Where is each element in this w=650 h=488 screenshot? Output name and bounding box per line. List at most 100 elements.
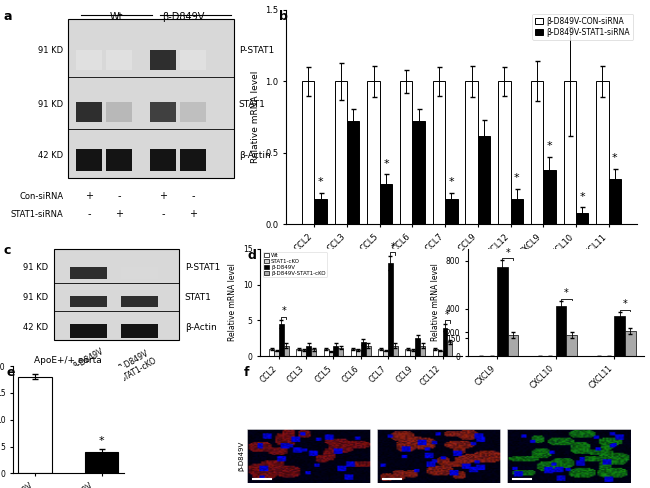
Bar <box>339 347 343 356</box>
Bar <box>564 81 576 224</box>
Text: d: d <box>247 249 256 262</box>
Text: *: * <box>514 173 519 183</box>
Bar <box>70 324 107 338</box>
Bar <box>180 149 206 171</box>
Bar <box>76 102 102 122</box>
Text: c: c <box>3 244 10 257</box>
Bar <box>413 122 425 224</box>
Text: f: f <box>244 366 249 379</box>
Text: *: * <box>448 177 454 187</box>
Text: *: * <box>383 159 389 169</box>
Bar <box>324 349 329 356</box>
Bar <box>121 296 157 307</box>
Text: STAT1: STAT1 <box>185 293 212 303</box>
Text: P-STAT1: P-STAT1 <box>239 46 274 55</box>
Bar <box>106 149 132 171</box>
Text: *: * <box>623 299 627 309</box>
Y-axis label: Relative mRNA level: Relative mRNA level <box>228 264 237 342</box>
Text: β-Actin: β-Actin <box>185 323 216 332</box>
Bar <box>433 349 437 356</box>
Bar <box>443 327 447 356</box>
Text: *: * <box>547 142 552 151</box>
Bar <box>420 346 425 356</box>
Text: *: * <box>564 288 569 298</box>
Bar <box>302 81 315 224</box>
Text: -: - <box>88 209 91 219</box>
Bar <box>85 452 118 473</box>
Bar <box>329 351 333 356</box>
Bar <box>361 342 366 356</box>
Bar <box>406 349 410 356</box>
Title: ApoE+/+ aorta: ApoE+/+ aorta <box>34 356 102 365</box>
Bar <box>70 267 107 279</box>
Text: P-STAT1: P-STAT1 <box>185 263 220 272</box>
Text: *: * <box>318 177 324 187</box>
Bar <box>311 349 316 356</box>
Bar <box>306 346 311 356</box>
Text: *: * <box>579 192 585 202</box>
Text: 91 KD: 91 KD <box>23 263 48 272</box>
Bar <box>556 306 566 356</box>
Bar <box>393 346 398 356</box>
Text: β-D849V: β-D849V <box>162 12 204 22</box>
Text: *: * <box>391 242 395 252</box>
Bar <box>180 50 206 70</box>
Text: *: * <box>281 306 286 316</box>
Text: 42 KD: 42 KD <box>38 151 63 160</box>
Y-axis label: Relative mRNA level: Relative mRNA level <box>251 71 260 163</box>
Bar <box>625 331 636 356</box>
Text: STAT1-siRNA: STAT1-siRNA <box>10 209 63 219</box>
Bar <box>380 184 392 224</box>
Text: b: b <box>280 10 289 23</box>
Bar <box>383 350 388 356</box>
Bar <box>596 81 608 224</box>
Bar <box>608 179 621 224</box>
Text: a: a <box>3 10 12 23</box>
Text: *: * <box>99 436 105 446</box>
Bar <box>121 267 157 279</box>
Bar <box>284 346 289 356</box>
Bar <box>279 324 284 356</box>
Bar <box>150 102 176 122</box>
Bar <box>366 346 370 356</box>
Bar <box>433 81 445 224</box>
Text: +: + <box>85 191 93 201</box>
Text: β-Actin: β-Actin <box>239 151 270 160</box>
Bar <box>498 81 510 224</box>
Bar <box>106 102 132 122</box>
Bar <box>68 19 234 178</box>
Bar <box>70 296 107 307</box>
Bar <box>180 102 206 122</box>
Bar <box>478 136 490 224</box>
Text: β-D849V: β-D849V <box>72 347 105 371</box>
Text: -: - <box>191 191 195 201</box>
Bar <box>54 249 179 340</box>
Bar <box>315 199 327 224</box>
Bar <box>378 349 383 356</box>
Bar <box>465 81 478 224</box>
Bar <box>106 50 132 70</box>
Text: e: e <box>6 366 15 379</box>
Bar <box>76 149 102 171</box>
Text: *: * <box>445 310 450 320</box>
Bar <box>76 50 102 70</box>
Bar <box>121 324 157 338</box>
Legend: Wt, STAT1-cKO, β-D849V, β-D849V-STAT1-cKO: Wt, STAT1-cKO, β-D849V, β-D849V-STAT1-cK… <box>263 252 328 278</box>
Text: +: + <box>189 209 197 219</box>
Bar <box>531 81 543 224</box>
Text: -: - <box>117 191 121 201</box>
Bar <box>445 199 458 224</box>
Bar <box>367 81 380 224</box>
Text: *: * <box>505 248 510 258</box>
Text: +: + <box>159 191 167 201</box>
Bar <box>400 81 413 224</box>
Bar <box>576 213 588 224</box>
Bar <box>18 377 51 473</box>
Y-axis label: β-D849V: β-D849V <box>238 441 244 471</box>
Bar <box>437 350 443 356</box>
Bar <box>274 350 279 356</box>
Bar <box>415 338 420 356</box>
Text: 91 KD: 91 KD <box>23 293 48 303</box>
Legend: β-D849V-CON-siRNA, β-D849V-STAT1-siRNA: β-D849V-CON-siRNA, β-D849V-STAT1-siRNA <box>532 14 633 40</box>
Bar <box>614 316 625 356</box>
